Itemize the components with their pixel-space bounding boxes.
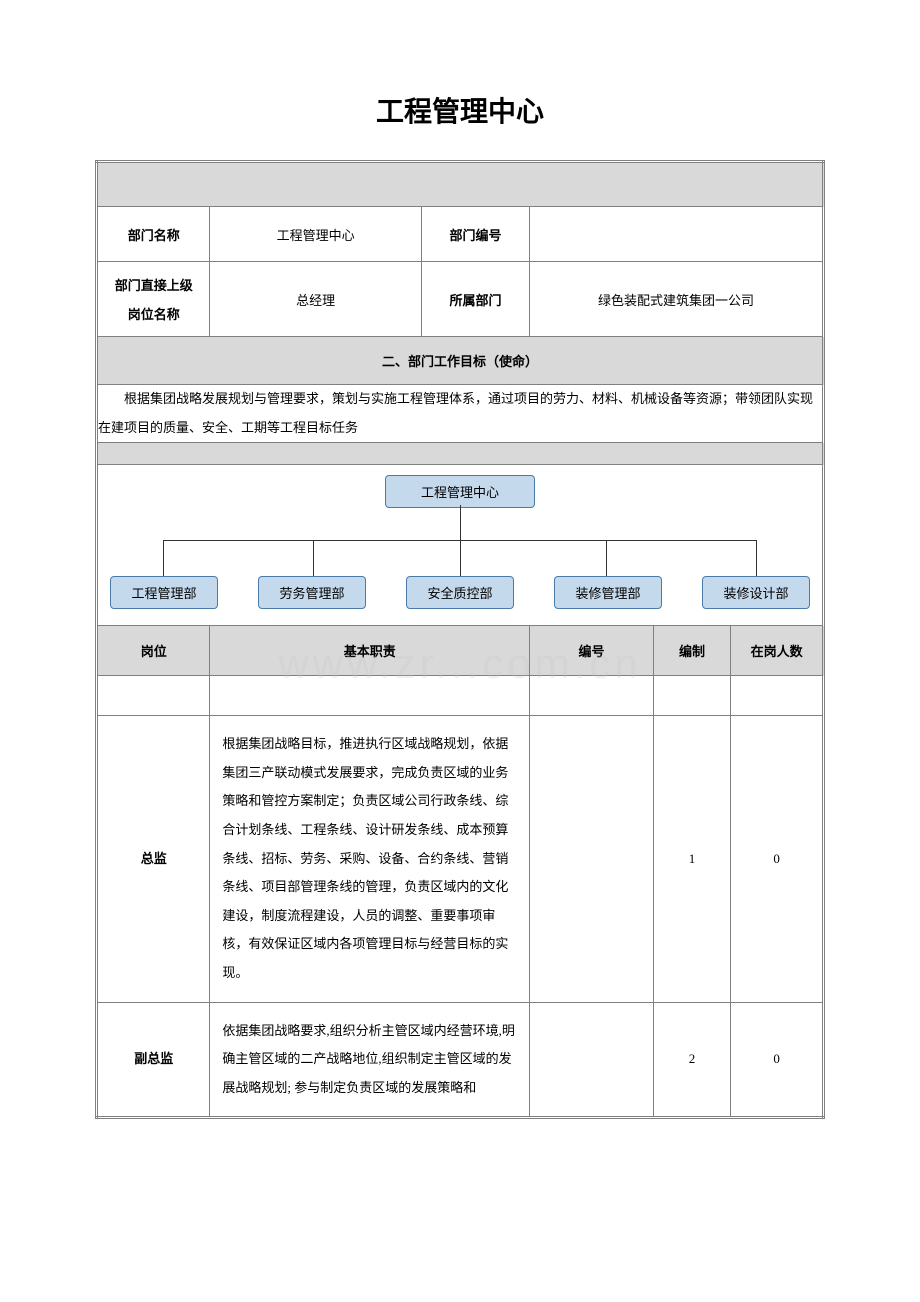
position-1-actual: 0 [731,716,824,1002]
org-line-v4 [606,540,607,580]
section2-header: 二、部门工作目标（使命） [97,337,824,385]
position-2-actual: 0 [731,1002,824,1118]
org-child-3: 安全质控部 [406,576,514,609]
belong-value: 绿色装配式建筑集团一公司 [530,262,824,337]
org-line-root [460,505,461,540]
org-root-box: 工程管理中心 [385,475,535,508]
dept-name-label: 部门名称 [97,207,210,262]
mission-text: 根据集团战略发展规划与管理要求，策划与实施工程管理体系，通过项目的劳力、材料、机… [97,385,824,443]
positions-col3: 编号 [530,626,654,676]
superior-label-line1: 部门直接上级 [98,275,209,294]
page-title: 工程管理中心 [95,90,825,130]
org-chart: 工程管理中心 工程管理部 劳务管理部 安全质控部 装修管理部 装修设计部 [98,465,822,625]
position-1-desc: 根据集团战略目标，推进执行区域战略规划，依据集团三产联动模式发展要求，完成负责区… [210,716,530,1002]
empty-c3 [530,676,654,716]
top-gray-row [97,162,824,207]
superior-label: 部门直接上级 岗位名称 [97,262,210,337]
org-chart-cell: 工程管理中心 工程管理部 劳务管理部 安全质控部 装修管理部 装修设计部 [97,465,824,626]
main-table: 部门名称 工程管理中心 部门编号 部门直接上级 岗位名称 总经理 所属部门 绿色… [95,160,825,1119]
positions-col4: 编制 [653,626,730,676]
org-child-4: 装修管理部 [554,576,662,609]
superior-label-line2: 岗位名称 [98,304,209,323]
org-child-5: 装修设计部 [702,576,810,609]
empty-c2 [210,676,530,716]
position-2-quota: 2 [653,1002,730,1118]
position-2-desc: 依据集团战略要求,组织分析主管区域内经营环境,明确主管区域的二产战略地位,组织制… [210,1002,530,1118]
position-1-quota: 1 [653,716,730,1002]
positions-col2: 基本职责 [210,626,530,676]
org-line-v2 [313,540,314,580]
empty-c4 [653,676,730,716]
dept-code-value [530,207,824,262]
belong-label: 所属部门 [421,262,529,337]
dept-name-value: 工程管理中心 [210,207,421,262]
org-child-1: 工程管理部 [110,576,218,609]
position-1-name: 总监 [97,716,210,1002]
org-line-v1 [163,540,164,580]
position-2-name: 副总监 [97,1002,210,1118]
dept-code-label: 部门编号 [421,207,529,262]
org-child-2: 劳务管理部 [258,576,366,609]
positions-col1: 岗位 [97,626,210,676]
position-1-code [530,716,654,1002]
empty-c1 [97,676,210,716]
org-chart-gray-top [97,443,824,465]
org-line-v3 [460,540,461,580]
org-line-v5 [756,540,757,580]
position-2-code [530,1002,654,1118]
positions-col5: 在岗人数 [731,626,824,676]
superior-value: 总经理 [210,262,421,337]
empty-c5 [731,676,824,716]
